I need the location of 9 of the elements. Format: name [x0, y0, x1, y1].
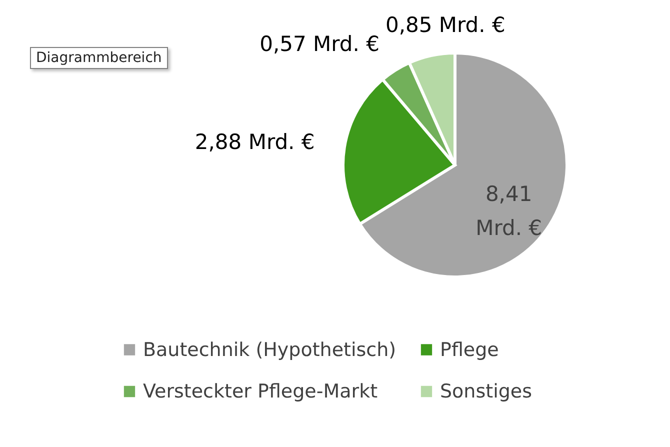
- data-label: 8,41 Mrd. €: [476, 182, 542, 240]
- legend-label: Pflege: [440, 338, 499, 361]
- text: Diagrammbereich: [30, 47, 168, 69]
- legend-label: Versteckter Pflege-Markt: [143, 380, 378, 402]
- data-label: 0,85 Mrd. €: [385, 13, 506, 38]
- data-label: 0,57 Mrd. €: [260, 32, 380, 56]
- data-label: 2,88 Mrd. €: [194, 130, 315, 154]
- legend-label: Bautechnik (Hypothetisch): [143, 338, 396, 361]
- legend-label: Sonstiges: [440, 380, 532, 402]
